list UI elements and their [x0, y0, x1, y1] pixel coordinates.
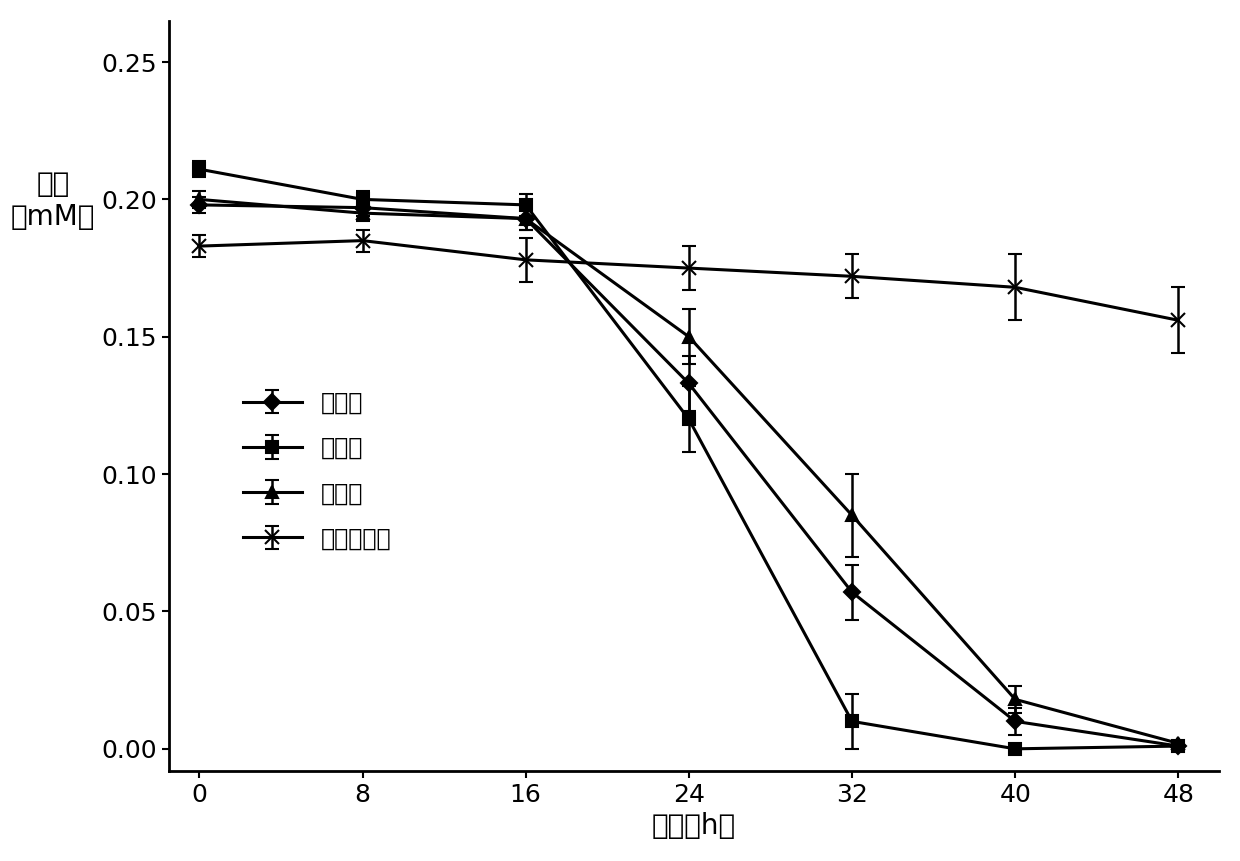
- Legend: 甲草胺, 乙草胺, 丁草胺, 异丙甲草胺: 甲草胺, 乙草胺, 丁草胺, 异丙甲草胺: [233, 381, 401, 561]
- Y-axis label: 浓度
（mM）: 浓度 （mM）: [11, 170, 95, 231]
- X-axis label: 时间（h）: 时间（h）: [652, 812, 737, 840]
